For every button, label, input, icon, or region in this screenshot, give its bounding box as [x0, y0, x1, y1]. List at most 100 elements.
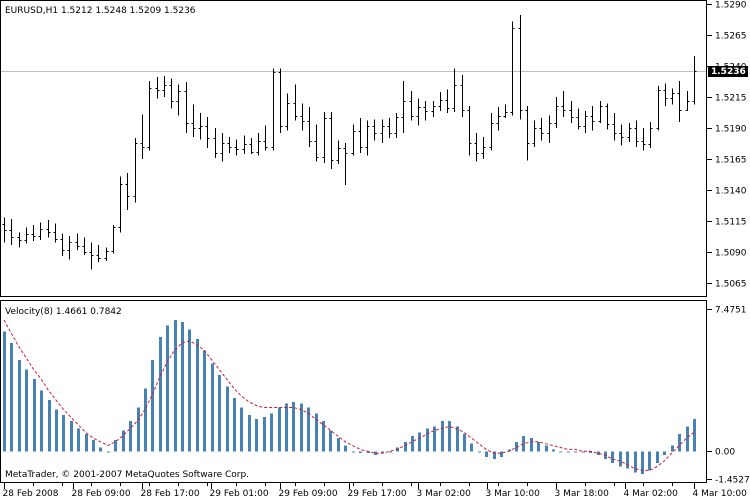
ohlc-bar: [431, 100, 436, 117]
ohlc-bar: [351, 124, 356, 156]
velocity-bar: [278, 407, 281, 452]
velocity-bar: [478, 451, 481, 453]
time-axis-label: 4 Mar 02:00: [624, 489, 679, 499]
time-axis-label: 28 Feb 09:00: [72, 489, 131, 499]
ohlc-bar: [256, 133, 261, 156]
velocity-bar: [456, 426, 459, 452]
velocity-bar: [92, 439, 95, 452]
ohlc-bar: [293, 84, 298, 121]
ohlc-bar: [474, 133, 479, 162]
ohlc-bar: [31, 224, 36, 242]
velocity-bar: [151, 359, 154, 452]
ohlc-bar: [205, 116, 210, 148]
ohlc-bar: [481, 136, 486, 160]
ohlc-bar: [329, 112, 334, 170]
ohlc-bar: [539, 118, 544, 141]
velocity-bar: [485, 451, 488, 458]
velocity-bar: [389, 451, 392, 453]
velocity-bar: [25, 369, 28, 452]
price-axis-label: 1.5115: [715, 218, 747, 228]
ohlc-bar: [663, 83, 668, 106]
velocity-bar: [537, 441, 540, 452]
velocity-bar: [567, 451, 570, 453]
velocity-bar: [203, 350, 206, 452]
ohlc-bar: [89, 242, 94, 270]
indicator-pane-frame: [0, 300, 707, 483]
indicator-axis-label: 7.4751: [715, 306, 747, 316]
ohlc-bar: [147, 80, 152, 151]
price-pane[interactable]: 1.52901.52651.52401.52151.51901.51651.51…: [0, 0, 749, 297]
ohlc-bar: [234, 139, 239, 156]
ohlc-bar: [416, 98, 421, 126]
ohlc-bar: [677, 80, 682, 122]
velocity-bar: [300, 403, 303, 452]
velocity-bar: [181, 321, 184, 452]
velocity-bar: [114, 439, 117, 452]
velocity-bar: [218, 375, 221, 452]
velocity-bar: [3, 331, 6, 452]
velocity-bar: [515, 441, 518, 452]
ohlc-bar: [17, 232, 22, 248]
ohlc-bar: [590, 105, 595, 131]
velocity-bar: [663, 451, 666, 456]
velocity-bar: [611, 451, 614, 463]
velocity-bar: [285, 403, 288, 452]
velocity-bar: [70, 420, 73, 452]
time-axis-label: 29 Feb 17:00: [348, 489, 407, 499]
velocity-bar: [85, 434, 88, 452]
velocity-bar: [62, 415, 65, 452]
time-axis[interactable]: 28 Feb 2008 28 Feb 09:00 28 Feb 17:00 29 Fe…: [3, 483, 748, 499]
price-axis-label: 1.5215: [715, 94, 747, 104]
velocity-bar: [374, 451, 377, 456]
ohlc-bar: [452, 68, 457, 112]
ohlc-bar: [518, 15, 523, 120]
ohlc-bar: [125, 172, 130, 211]
ohlc-bar: [285, 93, 290, 131]
ohlc-bar: [438, 92, 443, 111]
velocity-bar: [359, 451, 362, 454]
ohlc-bar: [249, 138, 254, 155]
price-axis-label: 1.5065: [715, 280, 747, 290]
indicator-pane[interactable]: 7.4751 0.00 -1.4527 Velocity(8) 1.4661 0.7…: [0, 300, 750, 486]
ohlc-bar: [619, 124, 624, 146]
time-axis-label: 29 Feb 09:00: [279, 489, 338, 499]
velocity-bar: [188, 329, 191, 452]
velocity-bar: [77, 428, 80, 452]
velocity-bar: [626, 451, 629, 469]
ohlc-bar: [67, 236, 72, 260]
velocity-bar: [678, 434, 681, 452]
ohlc-bar: [380, 119, 385, 144]
copyright-text: MetaTrader, © 2001-2007 MetaQuotes Softw…: [5, 470, 249, 480]
velocity-bar: [530, 438, 533, 452]
velocity-bar: [344, 445, 347, 452]
velocity-bar: [559, 451, 562, 453]
velocity-bar: [211, 363, 214, 452]
ohlc-bar: [423, 100, 428, 121]
velocity-bar: [381, 451, 384, 454]
time-axis-label: 28 Feb 2008: [3, 489, 59, 499]
velocity-bar: [129, 420, 132, 452]
indicator-axis[interactable]: 7.4751 0.00 -1.4527: [707, 306, 750, 486]
ohlc-bar: [53, 223, 58, 243]
velocity-bar: [426, 428, 429, 452]
velocity-bar: [411, 436, 414, 452]
velocity-bar: [433, 426, 436, 452]
velocity-bar: [671, 445, 674, 452]
ohlc-bar: [9, 218, 14, 245]
ohlc-bar: [82, 237, 87, 255]
ohlc-bar: [365, 120, 370, 156]
ohlc-bar: [220, 133, 225, 162]
velocity-bar: [166, 325, 169, 452]
ohlc-bar: [547, 115, 552, 144]
indicator-axis-label: 0.00: [715, 448, 735, 458]
ohlc-bar: [162, 76, 167, 98]
ohlc-bar: [460, 74, 465, 117]
ohlc-bar: [278, 68, 283, 134]
velocity-bar: [322, 420, 325, 452]
velocity-bar: [500, 451, 503, 458]
velocity-bar: [40, 390, 43, 452]
velocity-bar: [648, 451, 651, 471]
ohlc-bar: [263, 125, 268, 151]
